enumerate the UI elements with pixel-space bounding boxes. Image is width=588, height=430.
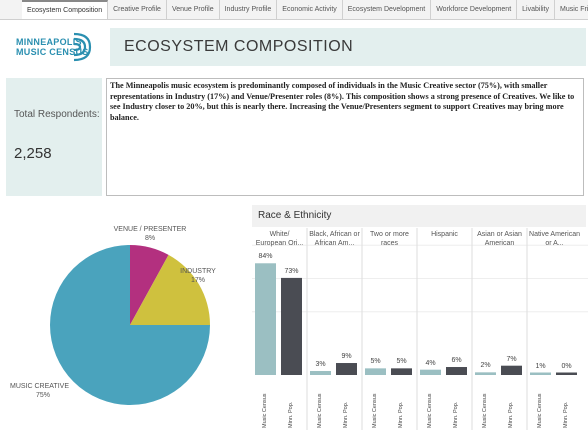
- bar-music-census[interactable]: [310, 371, 331, 375]
- pie-slice-venue-presenter[interactable]: [130, 245, 169, 325]
- series-axis-label: Minn. Pop.: [288, 401, 294, 428]
- description-box: The Minneapolis music ecosystem is predo…: [106, 78, 584, 196]
- series-axis-label: Minn. Pop.: [398, 401, 404, 428]
- series-axis-label: Minn. Pop.: [508, 401, 514, 428]
- bar-minn-pop[interactable]: [446, 367, 467, 375]
- bar-music-census[interactable]: [530, 372, 551, 376]
- category-label: Two or more races: [370, 231, 409, 247]
- tab-ecosystem-composition[interactable]: Ecosystem Composition: [22, 0, 109, 19]
- series-axis-label: Music Census: [427, 393, 433, 428]
- bar-minn-pop[interactable]: [391, 368, 412, 375]
- bar-value-label: 4%: [425, 359, 436, 367]
- race-chart-header: Race & Ethnicity: [252, 205, 586, 227]
- page-title-box: ECOSYSTEM COMPOSITION: [110, 28, 586, 66]
- pie-label-music-creative: MUSIC CREATIVE 75%: [10, 382, 69, 400]
- tab-creative-profile[interactable]: Creative Profile: [108, 0, 167, 19]
- pie-slice-industry[interactable]: [130, 254, 210, 325]
- bar-minn-pop[interactable]: [281, 277, 302, 375]
- pie-label-venue-presenter: VENUE / PRESENTER 8%: [114, 225, 187, 243]
- series-axis-label: Music Census: [537, 393, 543, 428]
- bar-value-label: 73%: [284, 267, 299, 275]
- respondents-card: Total Respondents: 2,258: [6, 78, 102, 196]
- bar-value-label: 2%: [480, 362, 491, 370]
- description-text: The Minneapolis music ecosystem is predo…: [110, 81, 575, 122]
- pie-slice-music-creative[interactable]: [50, 245, 210, 405]
- pie-label-name: VENUE / PRESENTER: [113, 226, 187, 233]
- pie-label-industry: INDUSTRY 17%: [180, 267, 216, 285]
- series-axis-label: Minn. Pop.: [343, 401, 349, 428]
- pie-label-value: 17%: [190, 277, 205, 284]
- respondents-value: 2,258: [14, 145, 52, 162]
- pie-label-name: MUSIC CREATIVE: [10, 383, 69, 390]
- race-chart-title: Race & Ethnicity: [258, 210, 332, 221]
- tab-livability[interactable]: Livability: [517, 0, 556, 19]
- logo: MINNEAPOLIS MUSIC CENSUS: [10, 28, 100, 68]
- respondents-label: Total Respondents:: [14, 109, 100, 120]
- series-axis-label: Music Census: [482, 393, 488, 428]
- bar-minn-pop[interactable]: [556, 372, 577, 376]
- tab-bar: Ecosystem Composition Creative Profile Ven…: [0, 0, 588, 20]
- category-label: White/ European Ori...: [255, 231, 304, 247]
- series-axis-label: Music Census: [317, 393, 323, 428]
- pie-label-name: INDUSTRY: [180, 268, 216, 275]
- bar-minn-pop[interactable]: [501, 365, 522, 375]
- bar-music-census[interactable]: [365, 368, 386, 375]
- sound-wave-icon: [73, 32, 92, 62]
- bar-value-label: 1%: [535, 362, 546, 370]
- logo-line-1: MINNEAPOLIS: [16, 37, 82, 47]
- bar-value-label: 5%: [396, 358, 407, 366]
- bar-value-label: 9%: [341, 353, 352, 361]
- series-axis-label: Music Census: [262, 393, 268, 428]
- composition-pie-chart: VENUE / PRESENTER 8% INDUSTRY 17% MUSIC CREA…: [0, 205, 245, 430]
- tab-music-frien[interactable]: Music Frien: [555, 0, 588, 19]
- category-label: Asian or Asian American: [477, 231, 522, 247]
- category-label: Native American or A...: [529, 231, 580, 247]
- tab-ecosystem-development[interactable]: Ecosystem Development: [343, 0, 432, 19]
- series-axis-label: Music Census: [372, 393, 378, 428]
- pie-label-value: 8%: [144, 235, 156, 242]
- bar-music-census[interactable]: [255, 263, 276, 375]
- bar-music-census[interactable]: [475, 372, 496, 375]
- page-title: ECOSYSTEM COMPOSITION: [124, 38, 354, 55]
- bar-value-label: 6%: [451, 357, 462, 365]
- series-axis-label: Minn. Pop.: [453, 401, 459, 428]
- bar-value-label: 0%: [561, 362, 572, 370]
- category-label: Black, African or African Am...: [309, 231, 360, 247]
- bar-value-label: 3%: [315, 361, 326, 368]
- bar-minn-pop[interactable]: [336, 363, 357, 375]
- race-ethnicity-chart: White/ European Ori... 84% Music Census 73%…: [252, 228, 588, 430]
- tab-workforce-development[interactable]: Workforce Development: [431, 0, 518, 19]
- bar-music-census[interactable]: [420, 369, 441, 375]
- tab-economic-activity[interactable]: Economic Activity: [277, 0, 343, 19]
- logo-line-2: MUSIC CENSUS: [16, 47, 89, 57]
- category-label: Hispanic: [431, 231, 458, 238]
- bar-value-label: 5%: [370, 358, 381, 366]
- tab-venue-profile[interactable]: Venue Profile: [167, 0, 220, 19]
- bar-value-label: 7%: [506, 355, 517, 363]
- bar-value-label: 84%: [258, 253, 273, 261]
- pie-svg: [50, 245, 210, 405]
- series-axis-label: Minn. Pop.: [563, 401, 569, 428]
- tab-industry-profile[interactable]: Industry Profile: [220, 0, 278, 19]
- race-svg: [252, 228, 588, 430]
- pie-label-value: 75%: [36, 392, 51, 399]
